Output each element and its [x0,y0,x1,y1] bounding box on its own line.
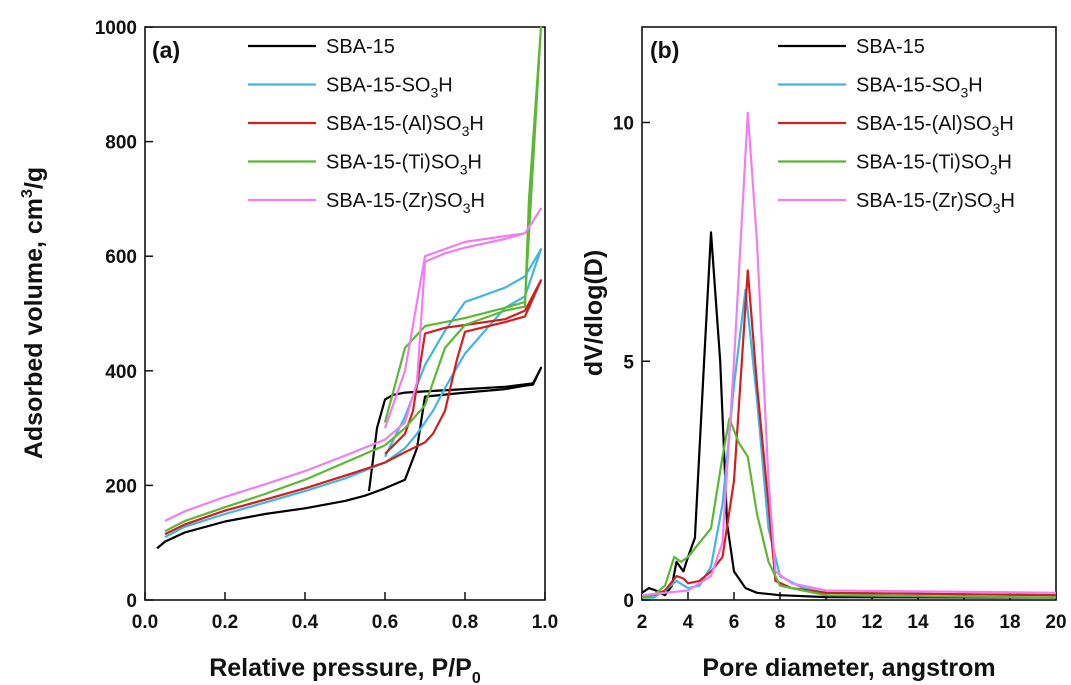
panel-a-legend-item: SBA-15 [248,36,395,58]
panel-b-xtick-label: 10 [815,612,836,633]
panel-a-xtick-label: 1.0 [532,612,558,633]
panel-b-ticks: 2 4 6 8 10 12 14 16 18 20 0 5 10 [613,114,1067,634]
panel-b-xtick-label: 18 [999,612,1020,633]
panel-b-xtick-label: 16 [953,612,974,633]
panel-a-xtick-label: 0.4 [292,612,319,633]
panel-b-legend-label: SBA-15-(Zr)SO3H [856,190,1015,216]
panel-b: 2 4 6 8 10 12 14 16 18 20 0 5 10 (b) SBA-15 SBA-15-SO… [580,26,1067,682]
panel-a-label: (a) [152,37,180,63]
panel-a-ylabel: Adsorbed volume, cm3/g [19,167,48,459]
panel-b-legend-label: SBA-15-(Al)SO3H [856,113,1014,139]
panel-b-legend-item: SBA-15-(Zr)SO3H [778,190,1015,216]
panel-a-ytick-label: 200 [105,476,137,497]
panel-b-legend-item: SBA-15-SO3H [778,75,983,101]
panel-a-legend-item: SBA-15-(Ti)SO3H [248,152,482,178]
panel-a-series [156,25,543,550]
panel-b-ytick-label: 10 [613,114,634,135]
panel-b-xtick-label: 8 [775,612,786,633]
panel-a-frame [144,26,546,601]
panel-a-ytick-label: 1000 [95,18,137,39]
panel-a-ticks: 0.0 0.2 0.4 0.6 0.8 1.0 0 200 400 600 800 1000 [95,18,558,633]
panel-a-ytick-label: 400 [105,362,137,383]
panel-a-series-sba-15-al-so3h [164,279,543,536]
panel-a-series-sba-15-ti-so3h [164,25,543,533]
panel-b-label: (b) [650,37,679,63]
panel-a-legend-label: SBA-15-(Ti)SO3H [326,152,482,178]
panel-a-legend-item: SBA-15-SO3H [248,75,453,101]
panel-a-legend-item: SBA-15-(Zr)SO3H [248,190,485,216]
panel-b-legend: SBA-15 SBA-15-SO3H SBA-15-(Al)SO3H SBA-15-(… [778,36,1015,216]
panel-b-xtick-label: 20 [1045,612,1066,633]
panel-b-series-sba-15-zr-so3h [641,111,1057,597]
panel-a-series-sba-15 [156,366,543,550]
panel-a-xtick-label: 0.2 [212,612,238,633]
panel-b-legend-label: SBA-15-SO3H [856,75,983,101]
panel-b-legend-item: SBA-15 [778,36,925,58]
panel-a-legend-label: SBA-15-SO3H [326,75,453,101]
panel-a-series-sba-15-so3h [164,248,543,538]
panel-a-xtick-label: 0.0 [132,612,158,633]
panel-b-ytick-label: 0 [623,591,634,612]
panel-b-legend-label: SBA-15-(Ti)SO3H [856,152,1012,178]
panel-b-ytick-label: 5 [623,352,634,373]
panel-b-ylabel: dV/dlog(D) [580,250,608,376]
panel-a-legend-label: SBA-15-(Zr)SO3H [326,190,485,216]
panel-b-series-sba-15-so3h [642,288,1057,599]
panel-b-series-sba-15-al-so3h [641,269,1057,599]
panel-b-frame [641,26,1057,601]
panel-a-xtick-label: 0.8 [452,612,478,633]
panel-b-legend-item: SBA-15-(Al)SO3H [778,113,1014,139]
panel-b-series-sba-15 [641,231,1057,599]
panel-a-ytick-label: 800 [105,133,137,154]
panel-a-series-sba-15-zr-so3h [164,207,543,522]
panel-b-series-sba-15-ti-so3h [641,417,1057,599]
panel-b-xtick-label: 6 [729,612,740,633]
panel-a-xtick-label: 0.6 [372,612,398,633]
panel-a-ytick-label: 0 [126,591,137,612]
panel-b-xtick-label: 12 [861,612,882,633]
panel-a-legend-item: SBA-15-(Al)SO3H [248,113,484,139]
panel-b-xtick-label: 2 [637,612,648,633]
panel-b-series [641,111,1057,599]
panel-b-legend-label: SBA-15 [856,36,925,58]
panel-b-xlabel: Pore diameter, angstrom [702,654,995,682]
panel-b-xtick-label: 4 [683,612,694,633]
panel-b-legend-item: SBA-15-(Ti)SO3H [778,152,1012,178]
panel-a-ytick-label: 600 [105,247,137,268]
panel-a-xlabel: Relative pressure, P/P0 [209,654,481,685]
panel-a-legend-label: SBA-15 [326,36,395,58]
panel-b-xtick-label: 14 [907,612,929,633]
panel-a-legend: SBA-15 SBA-15-SO3H SBA-15-(Al)SO3H SBA-15-(… [248,36,485,216]
panel-a-legend-label: SBA-15-(Al)SO3H [326,113,484,139]
